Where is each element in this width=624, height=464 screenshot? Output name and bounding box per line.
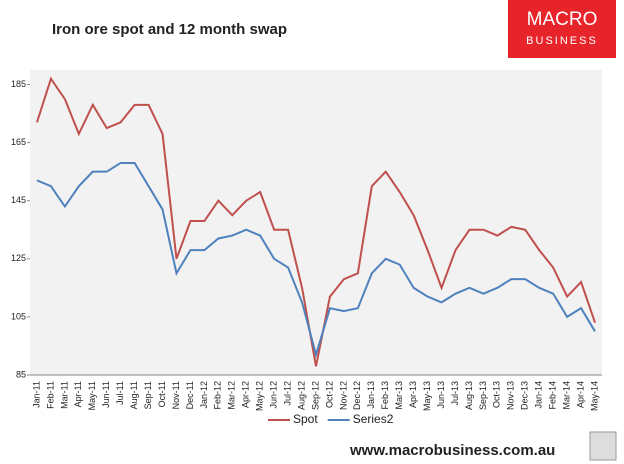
x-tick-label: May-13 xyxy=(422,381,432,411)
y-tick-label: 185 xyxy=(11,79,26,89)
logo-icon xyxy=(589,431,617,461)
series-line xyxy=(36,76,596,367)
x-tick-label: Nov-13 xyxy=(506,381,516,410)
x-tick-label: Mar-14 xyxy=(561,381,571,410)
x-tick-label: Sep-11 xyxy=(143,381,153,409)
series-line xyxy=(36,161,596,359)
x-tick-label: Mar-11 xyxy=(59,381,69,409)
x-tick-label: Dec-11 xyxy=(185,381,195,409)
chart-title: Iron ore spot and 12 month swap xyxy=(52,21,287,38)
x-tick-label: Feb-14 xyxy=(548,381,558,410)
y-tick-label: 125 xyxy=(11,253,26,263)
x-tick-label: Oct-13 xyxy=(492,381,502,408)
x-tick-label: Apr-12 xyxy=(241,381,251,408)
x-tick-label: Jan-11 xyxy=(31,381,41,408)
x-tick-label: Jun-12 xyxy=(269,381,279,409)
x-tick-label: Jul-11 xyxy=(115,381,125,405)
x-tick-label: Jun-13 xyxy=(436,381,446,409)
x-tick-label: Feb-12 xyxy=(213,381,223,410)
logo-line2: BUSINESS xyxy=(526,35,598,47)
x-tick-label: Sep-12 xyxy=(310,381,320,410)
x-tick-label: Aug-11 xyxy=(129,381,139,409)
x-tick-label: Mar-13 xyxy=(394,381,404,410)
x-tick-label: Jul-13 xyxy=(450,381,460,406)
x-tick-label: May-11 xyxy=(87,381,97,410)
x-tick-label: Apr-14 xyxy=(575,381,585,408)
x-tick-label: Jan-13 xyxy=(366,381,376,409)
x-tick-label: Dec-12 xyxy=(352,381,362,410)
x-tick-label: Dec-13 xyxy=(520,381,530,410)
x-tick-label: Jan-12 xyxy=(199,381,209,409)
x-tick-label: Jun-11 xyxy=(101,381,111,408)
y-tick-label: 85 xyxy=(16,369,26,379)
x-tick-label: Nov-11 xyxy=(171,381,181,409)
x-tick-label: Aug-12 xyxy=(296,381,306,410)
x-tick-label: Oct-11 xyxy=(157,381,167,407)
x-tick-label: Feb-13 xyxy=(380,381,390,410)
x-tick-label: Sep-13 xyxy=(478,381,488,410)
x-tick-label: Aug-13 xyxy=(464,381,474,410)
x-tick-label: Jan-14 xyxy=(534,381,544,409)
logo xyxy=(508,0,616,58)
y-tick-label: 165 xyxy=(11,137,26,147)
y-tick-label: 105 xyxy=(11,311,26,321)
y-tick-label: 145 xyxy=(11,195,26,205)
x-tick-label: Oct-12 xyxy=(324,381,334,408)
x-tick-label: Jul-12 xyxy=(282,381,292,406)
x-tick-label: Apr-11 xyxy=(73,381,83,407)
x-tick-label: Feb-11 xyxy=(45,381,55,409)
legend-label: Series2 xyxy=(353,412,394,426)
legend-label: Spot xyxy=(293,412,318,426)
x-tick-label: Apr-13 xyxy=(408,381,418,408)
footer-url: www.macrobusiness.com.au xyxy=(349,442,555,459)
x-tick-label: May-14 xyxy=(589,381,599,411)
x-tick-label: May-12 xyxy=(255,381,265,411)
x-tick-label: Nov-12 xyxy=(338,381,348,410)
x-tick-label: Mar-12 xyxy=(227,381,237,410)
plot-area xyxy=(30,70,602,375)
logo-line1: MACRO xyxy=(527,9,598,30)
